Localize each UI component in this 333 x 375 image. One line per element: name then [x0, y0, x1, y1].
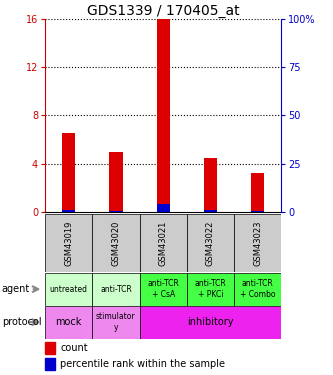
- Text: GSM43021: GSM43021: [159, 220, 168, 266]
- Text: inhibitory: inhibitory: [187, 317, 234, 327]
- Text: GSM43023: GSM43023: [253, 220, 262, 266]
- FancyBboxPatch shape: [92, 214, 140, 272]
- FancyBboxPatch shape: [187, 273, 234, 306]
- Text: anti-TCR
+ CsA: anti-TCR + CsA: [147, 279, 179, 299]
- Text: agent: agent: [2, 284, 30, 294]
- Bar: [62, 210, 75, 212]
- Bar: [204, 210, 217, 212]
- Text: GSM43022: GSM43022: [206, 220, 215, 266]
- FancyBboxPatch shape: [234, 273, 281, 306]
- Bar: [204, 158, 217, 212]
- Bar: [251, 173, 264, 212]
- Bar: [157, 19, 170, 212]
- Bar: [157, 204, 170, 212]
- FancyBboxPatch shape: [234, 214, 281, 272]
- Bar: [109, 152, 123, 212]
- FancyBboxPatch shape: [140, 214, 187, 272]
- Text: mock: mock: [55, 317, 82, 327]
- Bar: [62, 134, 75, 212]
- Text: protocol: protocol: [2, 317, 41, 327]
- Text: anti-TCR
+ Combo: anti-TCR + Combo: [240, 279, 275, 299]
- Bar: [45, 358, 55, 370]
- FancyBboxPatch shape: [187, 214, 234, 272]
- FancyBboxPatch shape: [45, 214, 92, 272]
- Text: anti-TCR
+ PKCi: anti-TCR + PKCi: [194, 279, 226, 299]
- Text: GSM43020: GSM43020: [111, 220, 121, 266]
- Text: count: count: [60, 344, 88, 353]
- FancyBboxPatch shape: [92, 306, 140, 339]
- Text: anti-TCR: anti-TCR: [100, 285, 132, 294]
- FancyBboxPatch shape: [45, 306, 92, 339]
- FancyBboxPatch shape: [92, 273, 140, 306]
- FancyBboxPatch shape: [140, 306, 281, 339]
- FancyBboxPatch shape: [140, 273, 187, 306]
- Text: GSM43019: GSM43019: [64, 220, 73, 266]
- Bar: [251, 211, 264, 212]
- Bar: [45, 342, 55, 354]
- Text: percentile rank within the sample: percentile rank within the sample: [60, 359, 225, 369]
- Text: untreated: untreated: [50, 285, 88, 294]
- FancyBboxPatch shape: [45, 273, 92, 306]
- Bar: [109, 210, 123, 212]
- Text: stimulator
y: stimulator y: [96, 312, 136, 332]
- Title: GDS1339 / 170405_at: GDS1339 / 170405_at: [87, 4, 239, 18]
